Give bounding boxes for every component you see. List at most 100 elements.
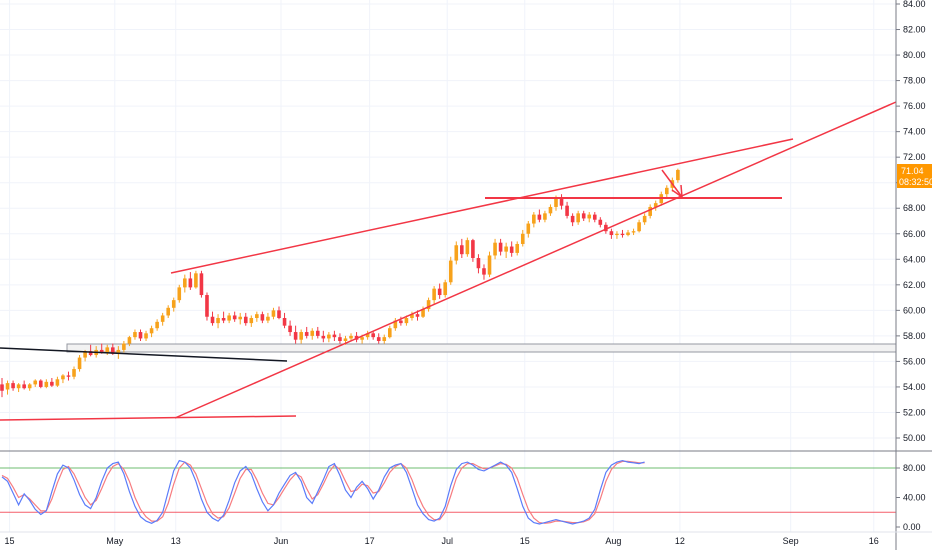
- candle-body[interactable]: [415, 314, 420, 317]
- candle-body[interactable]: [592, 214, 597, 220]
- candle-body[interactable]: [61, 375, 65, 380]
- candle-body[interactable]: [321, 335, 326, 339]
- candle-body[interactable]: [77, 357, 82, 370]
- candle-body[interactable]: [520, 233, 525, 244]
- candle-body[interactable]: [437, 288, 442, 296]
- rising-wedge-lower-line[interactable]: [174, 101, 897, 419]
- candle-body[interactable]: [243, 316, 248, 324]
- candle-body[interactable]: [188, 278, 193, 288]
- candle-body[interactable]: [299, 332, 303, 340]
- candle-body[interactable]: [388, 328, 392, 338]
- candle-body[interactable]: [277, 310, 281, 319]
- candle-body[interactable]: [55, 379, 60, 386]
- candle-body[interactable]: [304, 332, 309, 336]
- candle-body[interactable]: [471, 240, 475, 259]
- candle-body[interactable]: [310, 330, 315, 336]
- price-axis[interactable]: 84.0082.0080.0078.0076.0074.0072.0070.00…: [896, 0, 926, 443]
- candle-body[interactable]: [72, 369, 76, 377]
- candle-body[interactable]: [227, 315, 231, 321]
- candle-body[interactable]: [160, 315, 165, 322]
- candle-body[interactable]: [482, 268, 486, 275]
- candle-body[interactable]: [476, 258, 481, 269]
- candle-body[interactable]: [171, 300, 176, 308]
- candle-body[interactable]: [327, 334, 331, 339]
- candle-body[interactable]: [637, 222, 641, 232]
- candle-body[interactable]: [88, 351, 93, 356]
- candle-body[interactable]: [665, 187, 669, 195]
- candle-body[interactable]: [133, 332, 137, 338]
- candle-body[interactable]: [642, 215, 647, 223]
- candle-body[interactable]: [676, 169, 680, 181]
- candle-body[interactable]: [255, 314, 259, 319]
- candle-body[interactable]: [653, 203, 658, 207]
- candle-body[interactable]: [615, 233, 619, 236]
- candle-body[interactable]: [537, 214, 542, 220]
- candle-body[interactable]: [493, 242, 497, 256]
- candle-body[interactable]: [22, 384, 26, 389]
- candle-body[interactable]: [271, 310, 276, 317]
- candle-body[interactable]: [122, 343, 126, 350]
- candle-body[interactable]: [266, 316, 270, 321]
- candle-body[interactable]: [421, 309, 425, 317]
- candle-body[interactable]: [620, 233, 625, 236]
- declining-support-line[interactable]: [0, 347, 288, 362]
- candle-body[interactable]: [105, 347, 110, 353]
- candle-body[interactable]: [365, 333, 370, 338]
- candle-body[interactable]: [371, 333, 375, 338]
- candle-body[interactable]: [393, 320, 398, 329]
- candle-body[interactable]: [509, 246, 514, 253]
- candle-body[interactable]: [338, 337, 342, 341]
- candle-body[interactable]: [559, 198, 564, 206]
- candle-body[interactable]: [604, 224, 608, 232]
- candle-body[interactable]: [216, 318, 220, 324]
- candle-body[interactable]: [116, 349, 121, 354]
- candle-body[interactable]: [565, 205, 569, 216]
- candle-body[interactable]: [543, 213, 547, 220]
- candle-body[interactable]: [38, 380, 43, 387]
- candle-body[interactable]: [138, 332, 143, 339]
- candle-body[interactable]: [127, 337, 132, 344]
- candle-body[interactable]: [288, 325, 292, 333]
- candle-body[interactable]: [166, 307, 170, 316]
- candle-body[interactable]: [149, 328, 154, 334]
- candle-body[interactable]: [16, 384, 21, 389]
- candle-body[interactable]: [144, 333, 148, 339]
- candle-body[interactable]: [332, 334, 337, 338]
- candle-body[interactable]: [587, 214, 592, 219]
- candle-body[interactable]: [631, 231, 636, 233]
- candle-body[interactable]: [99, 349, 104, 353]
- candle-body[interactable]: [526, 223, 531, 234]
- candle-body[interactable]: [183, 278, 187, 288]
- candle-body[interactable]: [448, 260, 453, 283]
- candle-body[interactable]: [648, 206, 652, 216]
- candle-body[interactable]: [410, 314, 414, 319]
- candle-body[interactable]: [232, 315, 237, 320]
- candle-body[interactable]: [532, 214, 536, 224]
- candle-body[interactable]: [238, 316, 243, 320]
- candle-body[interactable]: [205, 295, 209, 317]
- candle-body[interactable]: [249, 318, 254, 324]
- candle-body[interactable]: [399, 320, 403, 324]
- candle-body[interactable]: [66, 375, 71, 377]
- candle-body[interactable]: [0, 384, 4, 391]
- candle-body[interactable]: [50, 381, 54, 386]
- candle-body[interactable]: [432, 288, 436, 301]
- candle-body[interactable]: [27, 384, 32, 389]
- candle-body[interactable]: [465, 240, 470, 255]
- candle-body[interactable]: [570, 215, 575, 223]
- candle-body[interactable]: [504, 246, 508, 252]
- candle-body[interactable]: [382, 337, 387, 341]
- candle-body[interactable]: [426, 300, 431, 310]
- candle-body[interactable]: [460, 245, 464, 255]
- candle-body[interactable]: [576, 213, 580, 223]
- candle-body[interactable]: [33, 380, 38, 385]
- candle-body[interactable]: [293, 332, 298, 340]
- candle-body[interactable]: [221, 318, 226, 321]
- candle-body[interactable]: [155, 321, 159, 329]
- candle-body[interactable]: [194, 273, 198, 288]
- candle-body[interactable]: [515, 243, 520, 253]
- candle-body[interactable]: [260, 314, 265, 321]
- support-zone-box[interactable]: [66, 343, 897, 353]
- candle-body[interactable]: [598, 219, 603, 225]
